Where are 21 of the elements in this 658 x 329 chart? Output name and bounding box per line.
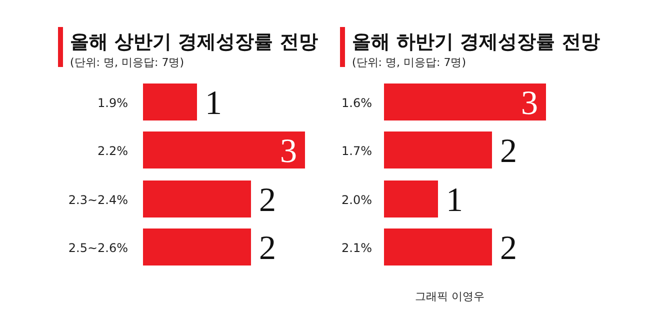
text: 그래픽 이영우 [415, 290, 484, 303]
data-label: 2 [259, 182, 276, 219]
data-label: 2 [500, 133, 517, 170]
y-tick-label: 2.3~2.4% [68, 193, 128, 207]
chart-subtitle: (단위: 명, 미응답: 7명) [70, 56, 184, 69]
chart-subtitle: (단위: 명, 미응답: 7명) [352, 56, 466, 69]
chart-title: 올해 상반기 경제성장률 전망 [70, 31, 318, 53]
y-tick-label: 1.9% [98, 96, 128, 110]
data-label: 2 [500, 230, 517, 267]
y-tick-label: 1.7% [342, 144, 372, 158]
y-tick-label: 2.1% [342, 241, 372, 255]
y-tick-label: 2.2% [98, 144, 128, 158]
data-label: 3 [521, 85, 538, 122]
data-label: 3 [280, 133, 297, 170]
data-label: 2 [259, 230, 276, 267]
data-label: 1 [205, 85, 222, 122]
chart-title: 올해 하반기 경제성장률 전망 [352, 31, 600, 53]
data-label: 1 [446, 182, 463, 219]
y-tick-label: 2.5~2.6% [68, 241, 128, 255]
y-tick-label: 2.0% [342, 193, 372, 207]
y-tick-label: 1.6% [342, 96, 372, 110]
